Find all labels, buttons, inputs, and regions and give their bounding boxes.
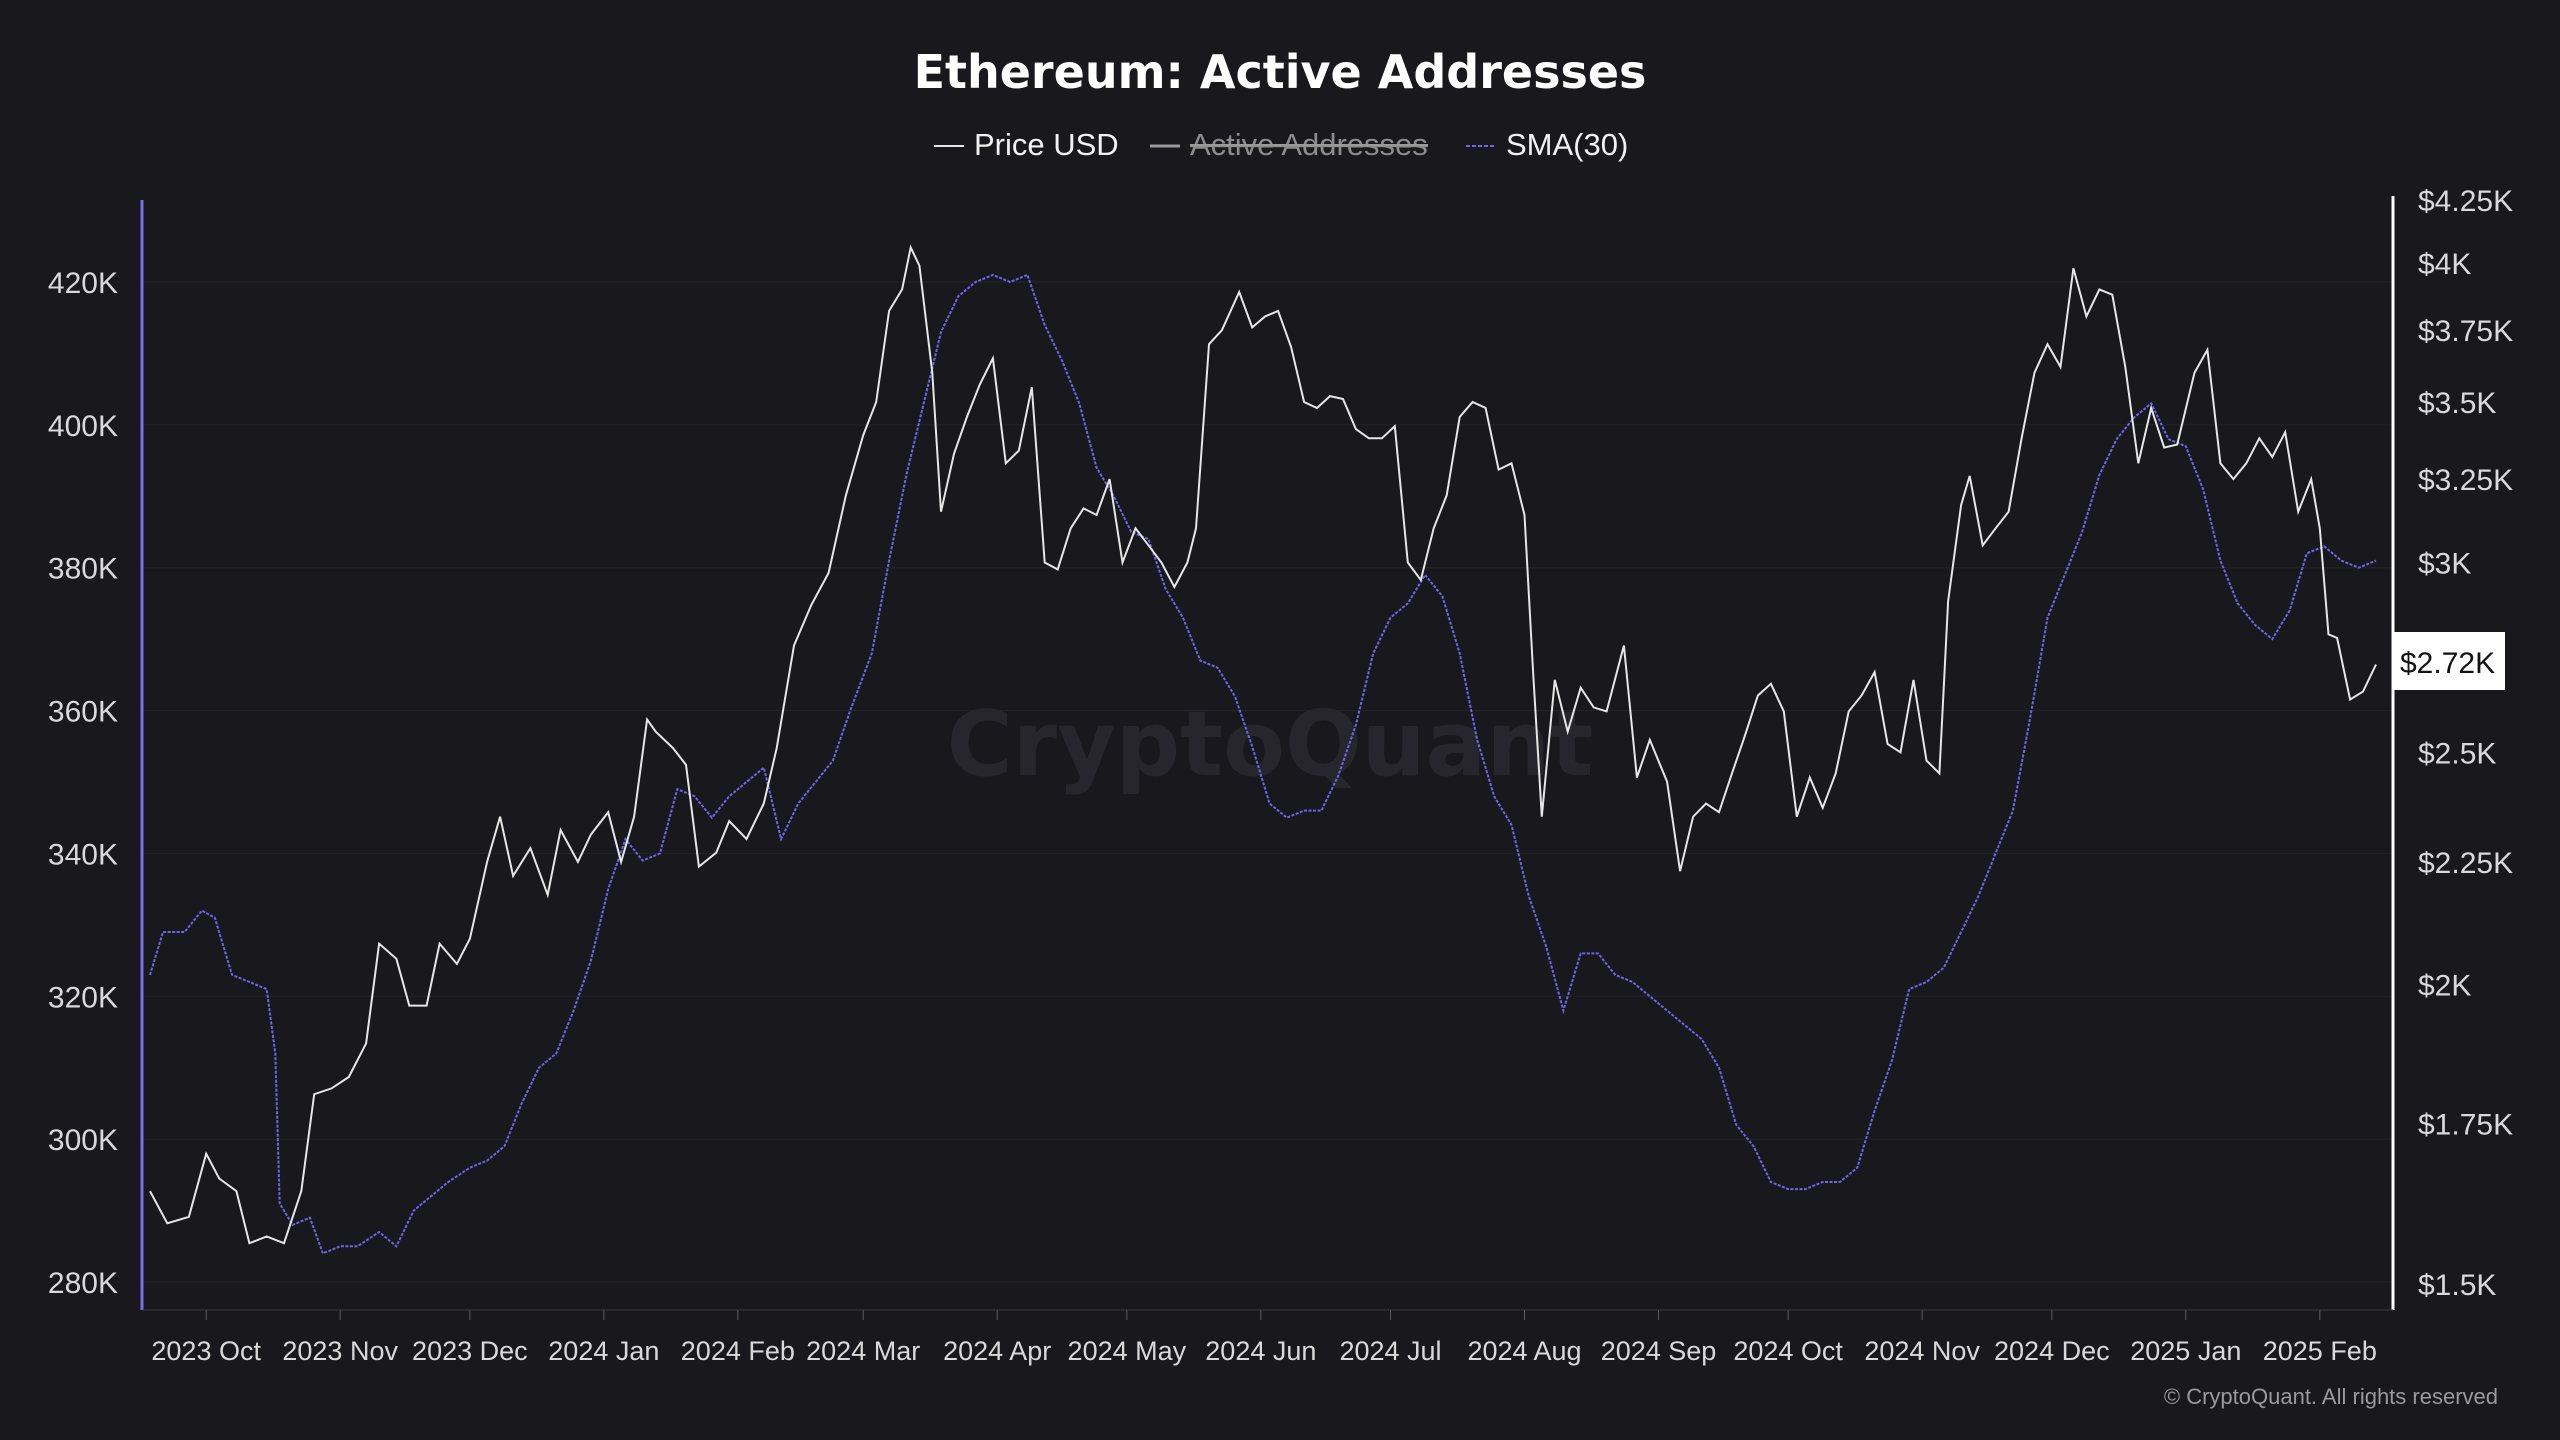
right-tick-label: $1.5K xyxy=(2418,1269,2496,1302)
x-tick-label: 2024 Dec xyxy=(1994,1336,2110,1366)
current-price-badge: $2.72K xyxy=(2393,632,2505,690)
left-axis-ticks: 280K 300K 320K 340K 360K 380K 400K 420K xyxy=(48,267,118,1300)
x-tick-label: 2024 Mar xyxy=(806,1336,920,1366)
right-tick-label: $2.25K xyxy=(2418,847,2513,880)
sma-30-line xyxy=(149,273,2377,1255)
x-tick-label: 2024 May xyxy=(1068,1336,1187,1366)
chart-title: Ethereum: Active Addresses xyxy=(914,45,1647,99)
legend: Price USD Active Addresses SMA(30) xyxy=(934,127,1628,162)
right-tick-label: $4.25K xyxy=(2418,185,2513,218)
chart-watermark: CryptoQuant xyxy=(947,692,1594,797)
x-tick-label: 2025 Feb xyxy=(2263,1336,2377,1366)
x-tick-label: 2024 Apr xyxy=(943,1336,1051,1366)
left-tick-label: 360K xyxy=(48,696,118,729)
x-tick-label: 2024 Sep xyxy=(1601,1336,1717,1366)
right-tick-label: $4K xyxy=(2418,248,2471,281)
right-tick-label: $3.25K xyxy=(2418,464,2513,497)
left-tick-label: 420K xyxy=(48,267,118,300)
right-axis-ticks: $1.5K $1.75K $2K $2.25K $2.5K $3K $3.25K $3.5K $… xyxy=(2418,185,2513,1302)
x-tick-label: 2024 Jul xyxy=(1339,1336,1441,1366)
x-tick-label: 2024 Nov xyxy=(1864,1336,1980,1366)
current-price-badge-box xyxy=(2393,632,2505,690)
left-tick-label: 280K xyxy=(48,1267,118,1300)
left-tick-label: 320K xyxy=(48,981,118,1014)
left-tick-label: 400K xyxy=(48,410,118,443)
right-tick-label: $1.75K xyxy=(2418,1109,2513,1142)
x-tick-label: 2024 Jan xyxy=(548,1336,659,1366)
right-tick-label: $2.5K xyxy=(2418,737,2496,770)
x-tick-label: 2023 Nov xyxy=(282,1336,398,1366)
x-tick-label: 2023 Oct xyxy=(151,1336,261,1366)
x-axis-ticks: 2023 Oct 2023 Nov 2023 Dec 2024 Jan 2024 Feb… xyxy=(151,1310,2377,1366)
x-tick-label: 2024 Jun xyxy=(1205,1336,1316,1366)
x-tick-label: 2025 Jan xyxy=(2130,1336,2241,1366)
legend-item-active-addresses[interactable]: Active Addresses xyxy=(1150,127,1428,162)
left-tick-label: 340K xyxy=(48,838,118,871)
x-tick-label: 2023 Dec xyxy=(412,1336,528,1366)
legend-sma-label: SMA(30) xyxy=(1506,127,1628,162)
right-tick-label: $3.5K xyxy=(2418,387,2496,420)
grid-lines xyxy=(142,281,2393,1283)
copyright: © CryptoQuant. All rights reserved xyxy=(2164,1384,2498,1409)
left-tick-label: 300K xyxy=(48,1124,118,1157)
legend-item-sma[interactable]: SMA(30) xyxy=(1466,127,1628,162)
right-tick-label: $2K xyxy=(2418,970,2471,1003)
right-tick-label: $3K xyxy=(2418,547,2471,580)
right-tick-label: $3.75K xyxy=(2418,315,2513,348)
legend-item-price[interactable]: Price USD xyxy=(934,127,1119,162)
price-usd-line xyxy=(149,244,2377,1245)
x-tick-label: 2024 Aug xyxy=(1467,1336,1581,1366)
x-tick-label: 2024 Oct xyxy=(1733,1336,1843,1366)
legend-price-label: Price USD xyxy=(974,127,1119,162)
x-tick-label: 2024 Feb xyxy=(681,1336,795,1366)
current-price-label: $2.72K xyxy=(2400,647,2495,680)
left-tick-label: 380K xyxy=(48,553,118,586)
